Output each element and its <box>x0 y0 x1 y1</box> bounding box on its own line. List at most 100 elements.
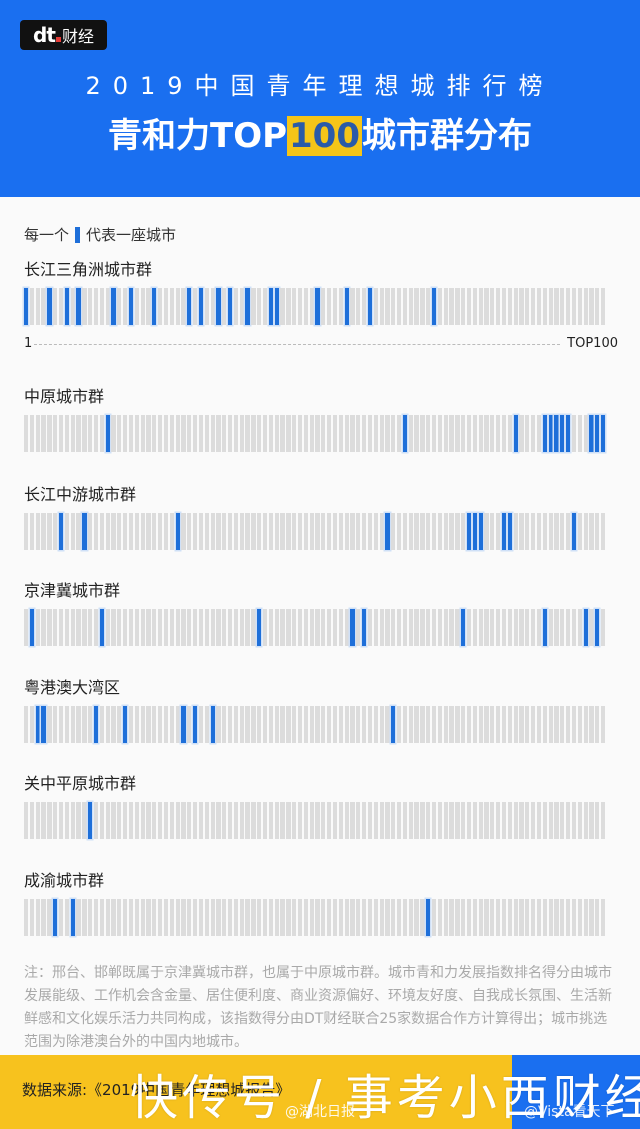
empty-slot <box>478 415 483 452</box>
empty-slot <box>431 706 437 743</box>
empty-slot <box>600 609 606 646</box>
empty-slot <box>496 415 501 452</box>
empty-slot <box>466 802 472 839</box>
empty-slot <box>397 513 402 550</box>
empty-slot <box>163 288 169 325</box>
empty-slot <box>484 288 489 325</box>
empty-slot <box>501 706 507 743</box>
empty-slot <box>466 288 472 325</box>
empty-slot <box>501 415 507 452</box>
city-bar <box>461 609 466 646</box>
empty-slot <box>227 415 233 452</box>
empty-slot <box>327 802 332 839</box>
empty-slot <box>297 415 303 452</box>
empty-slot <box>152 706 157 743</box>
empty-slot <box>152 609 157 646</box>
empty-slot <box>332 513 338 550</box>
empty-slot <box>589 609 594 646</box>
empty-slot <box>134 513 139 550</box>
empty-slot <box>484 706 489 743</box>
empty-slot <box>233 899 239 936</box>
empty-slot <box>163 609 169 646</box>
empty-slot <box>245 706 250 743</box>
empty-slot <box>379 415 384 452</box>
empty-slot <box>210 513 215 550</box>
empty-slot <box>70 513 75 550</box>
empty-slot <box>58 899 64 936</box>
empty-slot <box>251 513 256 550</box>
empty-slot <box>385 609 390 646</box>
title-highlight: 100 <box>287 116 362 156</box>
empty-slot <box>566 802 571 839</box>
empty-slot <box>99 513 104 550</box>
empty-slot <box>111 609 116 646</box>
empty-slot <box>128 609 134 646</box>
empty-slot <box>583 513 588 550</box>
empty-slot <box>332 899 338 936</box>
empty-slot <box>455 288 460 325</box>
cluster-name: 长江中游城市群 <box>24 485 137 504</box>
empty-slot <box>461 288 466 325</box>
empty-slot <box>227 609 233 646</box>
empty-slot <box>152 802 157 839</box>
empty-slot <box>251 609 256 646</box>
empty-slot <box>268 899 274 936</box>
empty-slot <box>397 288 402 325</box>
empty-slot <box>344 609 349 646</box>
empty-slot <box>542 288 547 325</box>
empty-slot <box>35 513 40 550</box>
empty-slot <box>519 288 524 325</box>
empty-slot <box>47 609 52 646</box>
city-bar <box>566 415 571 452</box>
empty-slot <box>402 899 408 936</box>
empty-slot <box>82 288 87 325</box>
empty-slot <box>542 706 547 743</box>
empty-slot <box>181 288 186 325</box>
city-bar <box>344 288 349 325</box>
empty-slot <box>88 513 93 550</box>
city-bar <box>29 609 35 646</box>
empty-slot <box>47 802 52 839</box>
empty-slot <box>513 899 518 936</box>
empty-slot <box>525 802 530 839</box>
empty-slot <box>105 706 110 743</box>
empty-slot <box>397 609 402 646</box>
empty-slot <box>82 899 87 936</box>
empty-slot <box>262 513 268 550</box>
empty-slot <box>70 415 75 452</box>
empty-slot <box>589 706 594 743</box>
empty-slot <box>292 415 297 452</box>
empty-slot <box>449 609 454 646</box>
empty-slot <box>577 706 582 743</box>
empty-slot <box>169 288 174 325</box>
empty-slot <box>140 802 145 839</box>
empty-slot <box>554 802 559 839</box>
empty-slot <box>478 609 483 646</box>
empty-slot <box>315 513 320 550</box>
empty-slot <box>560 802 565 839</box>
empty-slot <box>82 609 87 646</box>
empty-slot <box>478 802 483 839</box>
city-bar <box>193 706 198 743</box>
city-bar <box>70 899 75 936</box>
city-bar <box>53 899 58 936</box>
empty-slot <box>472 415 477 452</box>
city-bar <box>385 513 390 550</box>
empty-slot <box>58 415 64 452</box>
empty-slot <box>408 513 413 550</box>
empty-slot <box>198 899 204 936</box>
city-bar <box>542 609 547 646</box>
empty-slot <box>484 899 489 936</box>
empty-slot <box>35 288 40 325</box>
empty-slot <box>560 288 565 325</box>
empty-slot <box>583 288 588 325</box>
empty-slot <box>455 802 460 839</box>
empty-slot <box>169 899 174 936</box>
empty-slot <box>315 609 320 646</box>
empty-slot <box>402 513 408 550</box>
empty-slot <box>53 802 58 839</box>
empty-slot <box>257 899 262 936</box>
empty-slot <box>204 706 209 743</box>
empty-slot <box>350 706 355 743</box>
empty-slot <box>327 706 332 743</box>
